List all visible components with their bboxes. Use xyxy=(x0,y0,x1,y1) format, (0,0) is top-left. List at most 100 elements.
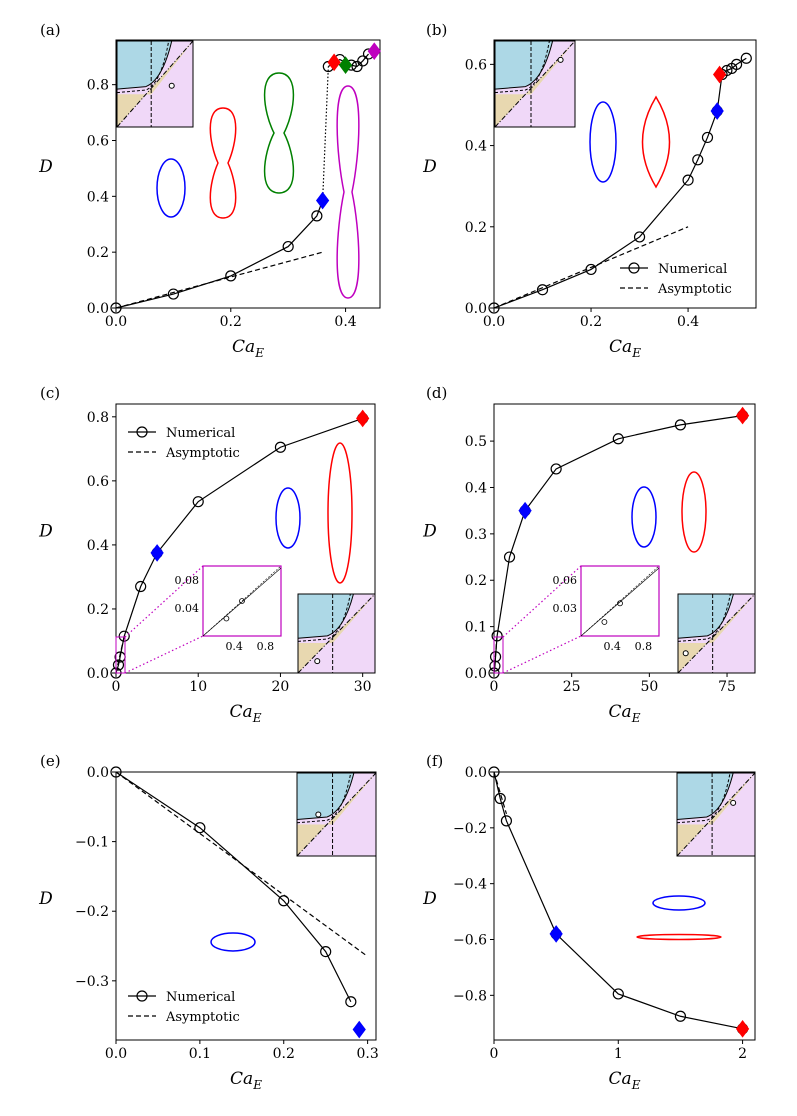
x-axis-label-sub: E xyxy=(631,1078,641,1092)
marker-blue xyxy=(549,925,563,943)
x-axis-label-main: Ca xyxy=(609,702,632,722)
y-tick-label: 0.4 xyxy=(87,538,109,554)
y-tick-label: 0.0 xyxy=(465,666,487,682)
zoom-x-tick-label: 0.4 xyxy=(225,640,243,653)
zoom-point xyxy=(239,598,245,604)
zoom-inset: 0.4 0.8 0.04 0.08 xyxy=(115,565,282,674)
marker-blue xyxy=(150,544,164,562)
zoom-numerical xyxy=(202,567,282,637)
zoom-x-tick-label: 0.4 xyxy=(603,640,621,653)
panel-label: (f) xyxy=(426,752,443,770)
data-point xyxy=(489,660,501,672)
drop-shape-red xyxy=(209,107,237,219)
data-point xyxy=(550,463,562,475)
y-tick-label: −0.4 xyxy=(453,877,487,893)
legend: Numerical Asymptotic xyxy=(128,426,240,461)
y-tick-label: 0.2 xyxy=(465,573,487,589)
x-tick-label: 0 xyxy=(490,679,499,695)
inset-frame xyxy=(494,40,576,128)
y-tick-label: 0.8 xyxy=(87,410,109,426)
drop-shape-blue xyxy=(652,895,706,911)
y-axis-label: D xyxy=(38,889,53,909)
x-tick-label: 10 xyxy=(189,679,207,695)
x-axis-label: CaE xyxy=(609,337,641,360)
zoom-y-tick-label: 0.08 xyxy=(175,574,200,587)
boundary-curve xyxy=(297,593,354,639)
phase-diagram-inset xyxy=(494,40,576,128)
x-tick-label: 0 xyxy=(490,1046,499,1062)
drop-shape-blue xyxy=(210,932,256,952)
zoom-connector xyxy=(124,565,204,638)
data-point xyxy=(633,231,646,243)
y-axis-label: D xyxy=(422,157,437,177)
y-tick-label: 0.0 xyxy=(465,765,487,781)
y-tick-label: −0.2 xyxy=(75,904,109,920)
marker-blue xyxy=(710,102,724,120)
axes-frame xyxy=(493,39,757,309)
panel-label: (e) xyxy=(40,752,61,770)
x-tick-label: 20 xyxy=(272,679,290,695)
x-tick-label: 0.2 xyxy=(220,314,242,330)
phase-point xyxy=(168,82,175,89)
boundary-dashed xyxy=(677,593,731,642)
marker-red xyxy=(327,53,341,72)
x-axis-label-main: Ca xyxy=(230,702,253,722)
data-point xyxy=(585,263,597,276)
data-point xyxy=(488,766,500,778)
x-axis-label: CaE xyxy=(609,702,641,725)
x-tick-label: 0.2 xyxy=(580,314,602,330)
y-axis-label: D xyxy=(422,522,437,542)
boundary-dashed xyxy=(297,593,351,642)
x-axis-label-main: Ca xyxy=(232,337,255,357)
y-tick-label: 0.0 xyxy=(87,666,109,682)
data-point xyxy=(612,988,624,1000)
axes-frame xyxy=(115,403,376,674)
y-tick-label: 0.2 xyxy=(87,245,109,261)
region-tan xyxy=(495,41,575,127)
phase-point xyxy=(314,658,321,665)
x-tick-label: 1 xyxy=(614,1046,623,1062)
legend-numerical-marker xyxy=(628,262,640,274)
legend-numerical-label: Numerical xyxy=(166,990,235,1005)
region-tan xyxy=(677,773,755,856)
y-tick-label: 0.5 xyxy=(465,434,487,450)
zoom-connector xyxy=(502,635,582,674)
legend-numerical-label: Numerical xyxy=(166,426,235,441)
marker-red xyxy=(735,1019,750,1038)
panel-b: (b) 0.0 0.2 0.4 0.0 0.2 0.4 0.6 CaE D Numerical Asy… xyxy=(422,21,757,360)
data-point xyxy=(345,996,357,1008)
phase-diagram-inset xyxy=(677,593,756,674)
diagonal-dashdot xyxy=(116,40,194,128)
y-axis-label: D xyxy=(38,157,53,177)
phase-diagram-inset xyxy=(296,772,377,857)
data-point xyxy=(489,651,502,663)
data-point xyxy=(110,766,122,778)
asymptotic-line xyxy=(493,771,508,815)
drop-shape-blue xyxy=(156,158,186,218)
y-tick-label: 0.6 xyxy=(465,57,487,73)
legend: Numerical Asymptotic xyxy=(128,990,240,1025)
diagonal-dashdot xyxy=(494,40,576,128)
drop-shape-blue xyxy=(631,486,657,548)
x-axis-label-sub: E xyxy=(631,711,641,725)
data-point xyxy=(311,210,323,222)
y-tick-label: 0.0 xyxy=(465,301,487,317)
drop-shape-green xyxy=(263,72,295,194)
data-point xyxy=(692,154,704,166)
marker-green xyxy=(338,56,353,74)
data-point xyxy=(494,792,506,805)
data-point xyxy=(192,496,204,508)
boundary-dashed xyxy=(116,40,170,94)
y-tick-label: 0.6 xyxy=(87,474,109,490)
x-tick-label: 0.4 xyxy=(677,314,699,330)
legend-asymptotic-label: Asymptotic xyxy=(165,1010,240,1025)
zoom-source-rect xyxy=(493,636,504,674)
phase-diagram-inset xyxy=(116,40,194,128)
data-point xyxy=(167,288,179,300)
data-point xyxy=(274,441,287,453)
x-tick-label: 75 xyxy=(718,679,736,695)
zoom-point xyxy=(223,615,230,622)
zoom-connector xyxy=(502,565,582,638)
inset-frame xyxy=(297,593,376,674)
